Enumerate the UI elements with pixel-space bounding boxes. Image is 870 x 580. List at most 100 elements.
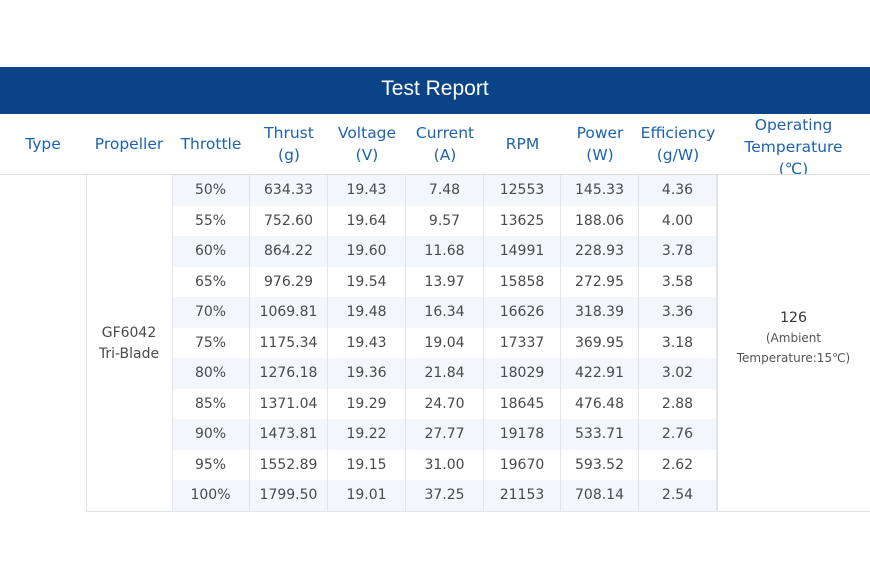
voltage-cell: 19.01 — [328, 480, 406, 511]
current-cell: 21.84 — [406, 358, 484, 389]
table-row: 80% 1276.18 19.36 21.84 18029 422.91 3.02 — [172, 358, 717, 389]
header-rpm: RPM — [505, 135, 540, 153]
rpm-cell: 12553 — [484, 175, 561, 206]
rpm-cell: 19670 — [484, 449, 561, 480]
voltage-cell: 19.43 — [328, 327, 406, 358]
table-row: 70% 1069.81 19.48 16.34 16626 318.39 3.36 — [172, 297, 717, 328]
power-cell: 228.93 — [561, 236, 639, 267]
table-row: 65% 976.29 19.54 13.97 15858 272.95 3.58 — [172, 266, 717, 297]
current-cell: 27.77 — [406, 419, 484, 450]
power-cell: 533.71 — [561, 419, 639, 450]
efficiency-cell: 2.62 — [639, 449, 717, 480]
header-type: Type — [25, 135, 61, 153]
efficiency-cell: 2.76 — [639, 419, 717, 450]
table-row: 100% 1799.50 19.01 37.25 21153 708.14 2.54 — [172, 480, 717, 511]
voltage-cell: 19.29 — [328, 388, 406, 419]
efficiency-cell: 2.88 — [639, 388, 717, 419]
throttle-cell: 90% — [172, 419, 250, 450]
column-divider — [86, 175, 87, 512]
voltage-cell: 19.36 — [328, 358, 406, 389]
current-cell: 37.25 — [406, 480, 484, 511]
current-cell: 24.70 — [406, 388, 484, 419]
report-title: Test Report — [0, 67, 870, 114]
throttle-cell: 100% — [172, 480, 250, 511]
voltage-cell: 19.54 — [328, 266, 406, 297]
power-cell: 318.39 — [561, 297, 639, 328]
table-bottom-border — [86, 511, 870, 512]
throttle-cell: 80% — [172, 358, 250, 389]
header-voltage: Voltage (V) — [337, 124, 397, 164]
efficiency-cell: 3.58 — [639, 266, 717, 297]
power-cell: 272.95 — [561, 266, 639, 297]
header-operating-temperature: Operating Temperature (℃) — [744, 116, 843, 174]
efficiency-cell: 2.54 — [639, 480, 717, 511]
voltage-cell: 19.22 — [328, 419, 406, 450]
throttle-cell: 70% — [172, 297, 250, 328]
throttle-cell: 55% — [172, 205, 250, 236]
column-divider — [717, 175, 718, 512]
rpm-cell: 18645 — [484, 388, 561, 419]
current-cell: 31.00 — [406, 449, 484, 480]
propeller-name: GF6042 Tri-Blade — [98, 324, 160, 362]
table-row: 75% 1175.34 19.43 19.04 17337 369.95 3.18 — [172, 327, 717, 358]
throttle-cell: 50% — [172, 175, 250, 206]
ambient-temperature-note: (Ambient Temperature:15℃) — [736, 330, 851, 365]
voltage-cell: 19.48 — [328, 297, 406, 328]
operating-temperature-cell: 126 (Ambient Temperature:15℃) — [717, 175, 870, 512]
current-cell: 11.68 — [406, 236, 484, 267]
thrust-cell: 1069.81 — [250, 297, 328, 328]
throttle-cell: 85% — [172, 388, 250, 419]
table-row: 50% 634.33 19.43 7.48 12553 145.33 4.36 — [172, 175, 717, 206]
power-cell: 593.52 — [561, 449, 639, 480]
operating-temperature-value: 126 — [780, 309, 807, 326]
thrust-cell: 864.22 — [250, 236, 328, 267]
efficiency-cell: 3.02 — [639, 358, 717, 389]
rpm-cell: 18029 — [484, 358, 561, 389]
efficiency-cell: 4.36 — [639, 175, 717, 206]
column-divider — [172, 175, 173, 512]
thrust-cell: 1552.89 — [250, 449, 328, 480]
throttle-cell: 60% — [172, 236, 250, 267]
table-row: 55% 752.60 19.64 9.57 13625 188.06 4.00 — [172, 205, 717, 236]
table-row: 85% 1371.04 19.29 24.70 18645 476.48 2.88 — [172, 388, 717, 419]
header-thrust: Thrust (g) — [264, 124, 314, 164]
rpm-cell: 19178 — [484, 419, 561, 450]
rpm-cell: 21153 — [484, 480, 561, 511]
current-cell: 13.97 — [406, 266, 484, 297]
power-cell: 145.33 — [561, 175, 639, 206]
thrust-cell: 1371.04 — [250, 388, 328, 419]
current-cell: 9.57 — [406, 205, 484, 236]
header-current: Current (A) — [415, 124, 475, 164]
rpm-cell: 15858 — [484, 266, 561, 297]
thrust-cell: 634.33 — [250, 175, 328, 206]
table-header: Type Propeller Throttle Thrust (g) Volta… — [0, 114, 870, 175]
voltage-cell: 19.64 — [328, 205, 406, 236]
thrust-cell: 1175.34 — [250, 327, 328, 358]
rpm-cell: 13625 — [484, 205, 561, 236]
rpm-cell: 14991 — [484, 236, 561, 267]
thrust-cell: 976.29 — [250, 266, 328, 297]
throttle-cell: 75% — [172, 327, 250, 358]
thrust-cell: 1276.18 — [250, 358, 328, 389]
efficiency-cell: 3.18 — [639, 327, 717, 358]
rpm-cell: 16626 — [484, 297, 561, 328]
current-cell: 16.34 — [406, 297, 484, 328]
efficiency-cell: 3.36 — [639, 297, 717, 328]
header-efficiency: Efficiency (g/W) — [640, 124, 716, 164]
header-propeller: Propeller — [94, 135, 164, 153]
header-throttle: Throttle — [180, 135, 242, 153]
header-power: Power (W) — [576, 124, 624, 164]
efficiency-cell: 3.78 — [639, 236, 717, 267]
current-cell: 7.48 — [406, 175, 484, 206]
table-row: 90% 1473.81 19.22 27.77 19178 533.71 2.76 — [172, 419, 717, 450]
power-cell: 476.48 — [561, 388, 639, 419]
throttle-cell: 95% — [172, 449, 250, 480]
table-row: 95% 1552.89 19.15 31.00 19670 593.52 2.62 — [172, 449, 717, 480]
power-cell: 188.06 — [561, 205, 639, 236]
power-cell: 369.95 — [561, 327, 639, 358]
power-cell: 708.14 — [561, 480, 639, 511]
throttle-cell: 65% — [172, 266, 250, 297]
voltage-cell: 19.60 — [328, 236, 406, 267]
thrust-cell: 752.60 — [250, 205, 328, 236]
current-cell: 19.04 — [406, 327, 484, 358]
